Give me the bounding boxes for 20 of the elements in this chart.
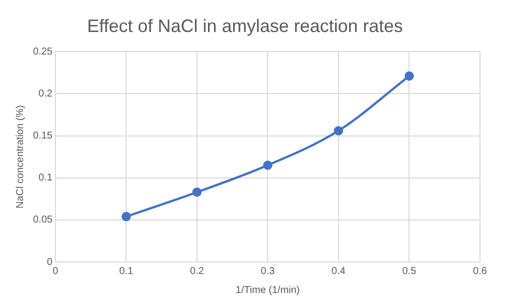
y-tick-label: 0.05 [32,214,53,226]
x-tick-label: 0.1 [119,266,134,277]
point [122,212,131,222]
y-axis-title: NaCl concentration (%) [14,105,26,208]
chart-title: Effect of NaCl in amylase reaction rates [87,16,403,36]
point [404,71,414,81]
x-axis-title: 1/Time (1/min) [236,284,300,296]
point [263,160,272,170]
y-tick-label: 0 [46,256,53,268]
point [334,126,344,136]
x-tick-label: 0.2 [190,266,204,277]
x-tick-label: 0.5 [402,266,417,277]
point [192,188,202,197]
x-tick-label: 0.6 [473,266,488,277]
y-tick-label: 0.15 [32,130,53,142]
x-tick-label: 0.3 [260,266,276,277]
y-tick-label: 0.2 [38,88,53,100]
x-tick-label: 0.4 [332,266,346,277]
y-tick-label: 0.1 [38,172,53,184]
y-tick-label: 0.25 [32,46,53,58]
